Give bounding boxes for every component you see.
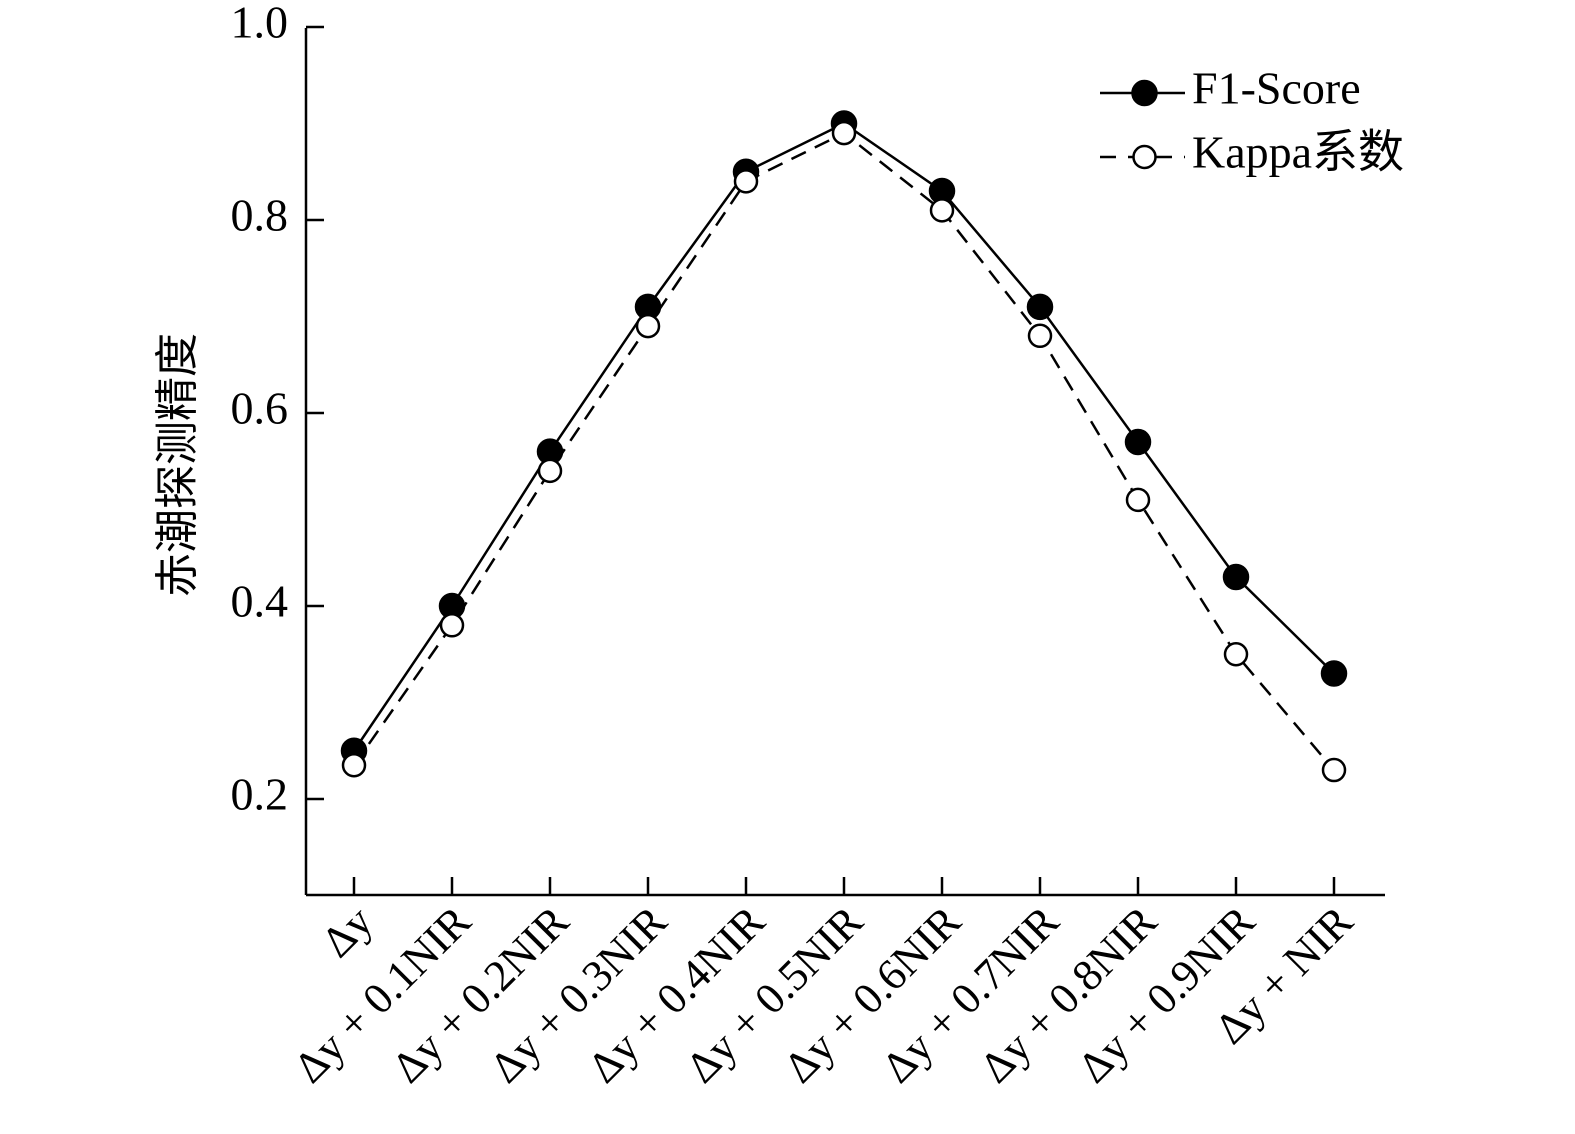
y-tick-label: 0.2 <box>231 769 289 820</box>
kappa-point <box>537 458 563 484</box>
y-axis-label: 赤潮探测精度 <box>152 333 203 597</box>
kappa-point <box>929 198 955 223</box>
f1-score-point <box>1026 293 1054 321</box>
y-tick-label: 0.8 <box>231 190 289 241</box>
kappa-point <box>1321 757 1347 783</box>
kappa-point <box>341 752 367 778</box>
series-line-kappa <box>352 131 1335 771</box>
series-line-f1-score <box>352 122 1335 752</box>
kappa-point <box>1125 487 1151 513</box>
f1-score-point <box>1320 660 1348 687</box>
f1-score-point <box>1124 428 1152 456</box>
legend: F1-Score Kappa系数 <box>1100 63 1404 178</box>
kappa-point <box>831 120 857 146</box>
legend-label: F1-Score <box>1192 63 1361 114</box>
y-tick-label: 1.0 <box>231 0 289 48</box>
kappa-point <box>1223 642 1249 667</box>
kappa-point <box>1027 323 1053 349</box>
y-ticks: 0.2 0.4 0.6 0.8 1.0 <box>231 0 324 820</box>
legend-marker <box>1132 144 1157 170</box>
x-tick-label: Δy <box>312 897 382 967</box>
series-layer <box>340 110 1348 783</box>
legend-marker <box>1131 79 1158 107</box>
y-tick-label: 0.4 <box>231 576 289 627</box>
kappa-point <box>635 313 661 339</box>
kappa-point <box>439 613 465 638</box>
axes <box>304 28 1385 897</box>
legend-label: Kappa系数 <box>1192 127 1404 178</box>
y-tick-label: 0.6 <box>231 383 289 434</box>
f1-score-point <box>1222 563 1250 591</box>
kappa-point <box>733 169 759 194</box>
